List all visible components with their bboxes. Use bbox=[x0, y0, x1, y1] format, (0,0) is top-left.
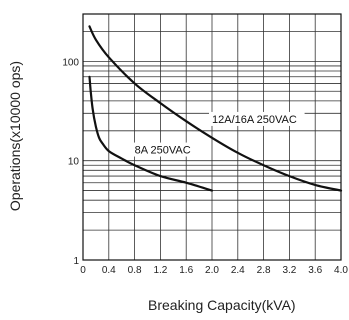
series-label-backing bbox=[209, 111, 305, 126]
x-tick-label: 3.2 bbox=[282, 265, 296, 276]
x-tick-label: 0.4 bbox=[102, 265, 116, 276]
x-tick-label: 1.6 bbox=[179, 265, 193, 276]
series-label-backing bbox=[131, 142, 196, 157]
series-label: 12A/16A 250VAC bbox=[212, 114, 297, 126]
x-tick-label: 2.4 bbox=[231, 265, 245, 276]
series-line-12a-16a bbox=[88, 25, 343, 192]
x-axis-label: Breaking Capacity(kVA) bbox=[148, 297, 296, 313]
y-tick-label: 1 bbox=[73, 256, 79, 267]
x-tick-label: 2.0 bbox=[205, 265, 219, 276]
x-tick-label: 4.0 bbox=[334, 265, 348, 276]
x-tick-label: 1.2 bbox=[153, 265, 167, 276]
x-tick-label: 0.8 bbox=[128, 265, 142, 276]
series-line-8a bbox=[88, 75, 214, 192]
x-tick-label: 0 bbox=[80, 265, 86, 276]
plot-border bbox=[82, 13, 342, 261]
x-tick-label: 3.6 bbox=[308, 265, 322, 276]
y-tick-label: 10 bbox=[68, 157, 80, 168]
x-tick-label: 2.8 bbox=[257, 265, 271, 276]
y-tick-label: 100 bbox=[62, 57, 79, 68]
series-label: 8A 250VAC bbox=[135, 145, 191, 157]
